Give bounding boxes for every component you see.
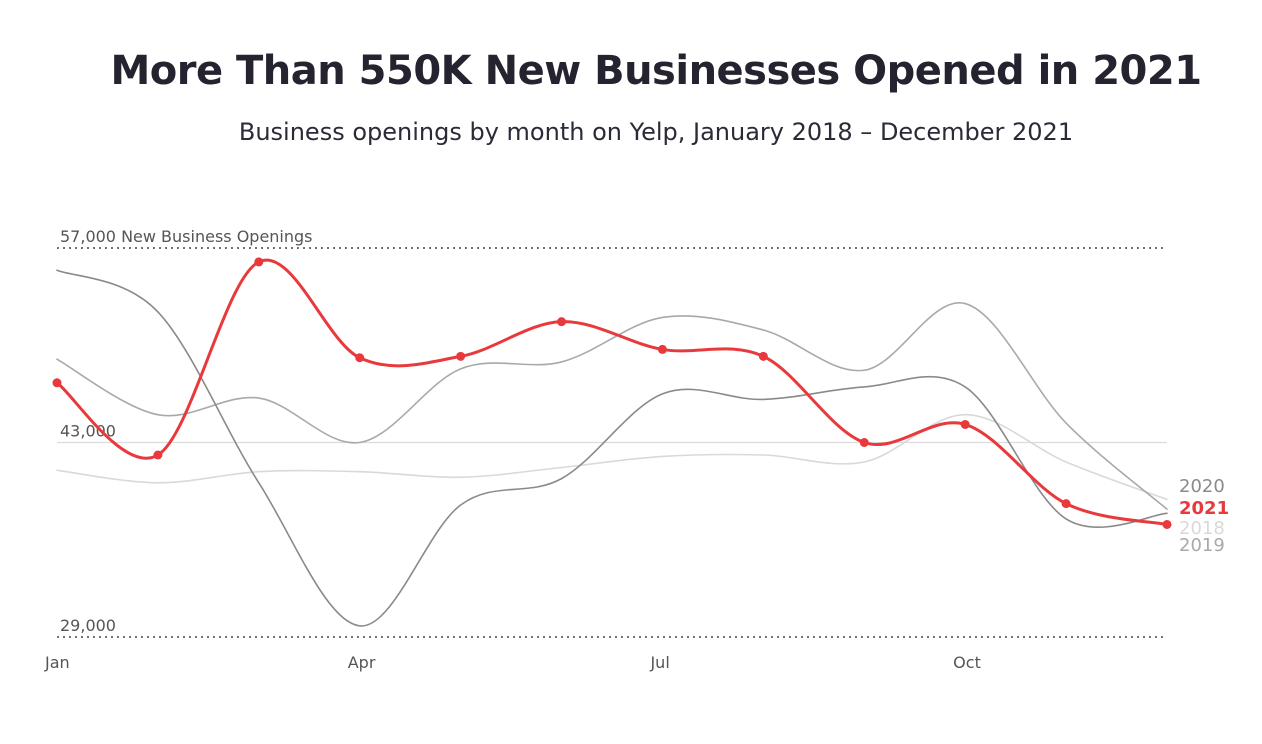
point-2021-apr — [355, 353, 365, 363]
reference-label-29000: 29,000 — [60, 616, 116, 635]
series-line-2019 — [56, 302, 1168, 510]
legend-label-2018: 2018 — [1179, 518, 1225, 539]
point-2021-feb — [153, 450, 163, 460]
series-markers — [52, 257, 1172, 529]
series-line-2021 — [55, 258, 1169, 526]
point-2021-dec — [1162, 519, 1172, 529]
point-2021-nov — [1061, 499, 1071, 509]
point-2021-aug — [758, 351, 768, 361]
x-axis-ticks: Jan Apr Jul Oct — [44, 653, 981, 672]
point-2021-sep — [859, 438, 869, 447]
legend-label-2020: 2020 — [1179, 476, 1225, 497]
point-2021-mar — [254, 257, 264, 267]
point-2021-oct — [960, 419, 970, 429]
legend-label-2021: 2021 — [1179, 498, 1229, 519]
point-2021-jul — [657, 344, 667, 354]
series-line-2018 — [56, 413, 1168, 501]
chart-title: More Than 550K New Businesses Opened in … — [110, 48, 1202, 94]
reference-label-43000: 43,000 — [60, 422, 116, 441]
point-2021-jan — [52, 378, 62, 388]
x-tick-jul: Jul — [649, 653, 669, 672]
legend-label-2019: 2019 — [1179, 535, 1225, 556]
series-line-2020 — [56, 269, 1168, 627]
x-tick-jan: Jan — [44, 653, 70, 672]
chart-subtitle: Business openings by month on Yelp, Janu… — [238, 118, 1074, 146]
reference-lines: 57,000 New Business Openings 43,000 29,000 — [57, 227, 1167, 638]
point-2021-jun — [557, 317, 567, 327]
point-2021-may — [456, 351, 466, 361]
x-tick-apr: Apr — [348, 653, 376, 672]
x-tick-oct: Oct — [953, 653, 981, 672]
reference-label-57000: 57,000 New Business Openings — [60, 227, 313, 246]
